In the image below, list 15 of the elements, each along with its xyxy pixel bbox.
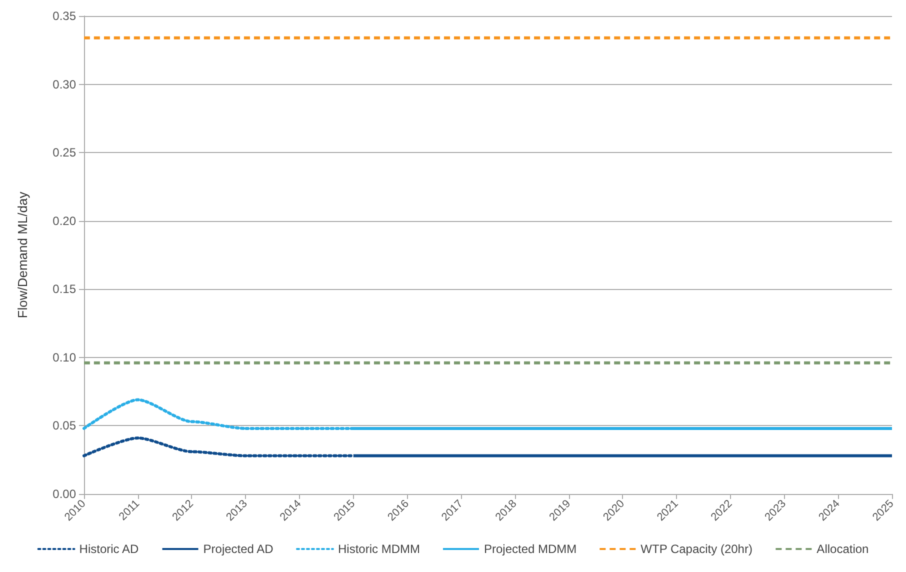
- y-tick-label: 0.25: [52, 146, 76, 160]
- y-tick-label: 0.30: [52, 77, 76, 92]
- legend-label: Allocation: [816, 542, 869, 556]
- y-tick-label: 0.10: [52, 350, 76, 364]
- y-axis-title: Flow/Demand ML/day: [15, 191, 30, 318]
- y-tick-label: 0.00: [52, 487, 76, 501]
- y-tick-label: 0.15: [52, 282, 76, 296]
- y-tick-label: 0.05: [52, 418, 76, 433]
- legend-label: Projected AD: [203, 542, 274, 556]
- legend-label: Projected MDMM: [484, 542, 577, 556]
- y-tick-label: 0.20: [52, 214, 76, 228]
- y-tick-label: 0.35: [52, 9, 76, 23]
- legend-label: Historic AD: [79, 542, 139, 556]
- legend-label: Historic MDMM: [338, 542, 420, 556]
- legend-label: WTP Capacity (20hr): [640, 542, 752, 556]
